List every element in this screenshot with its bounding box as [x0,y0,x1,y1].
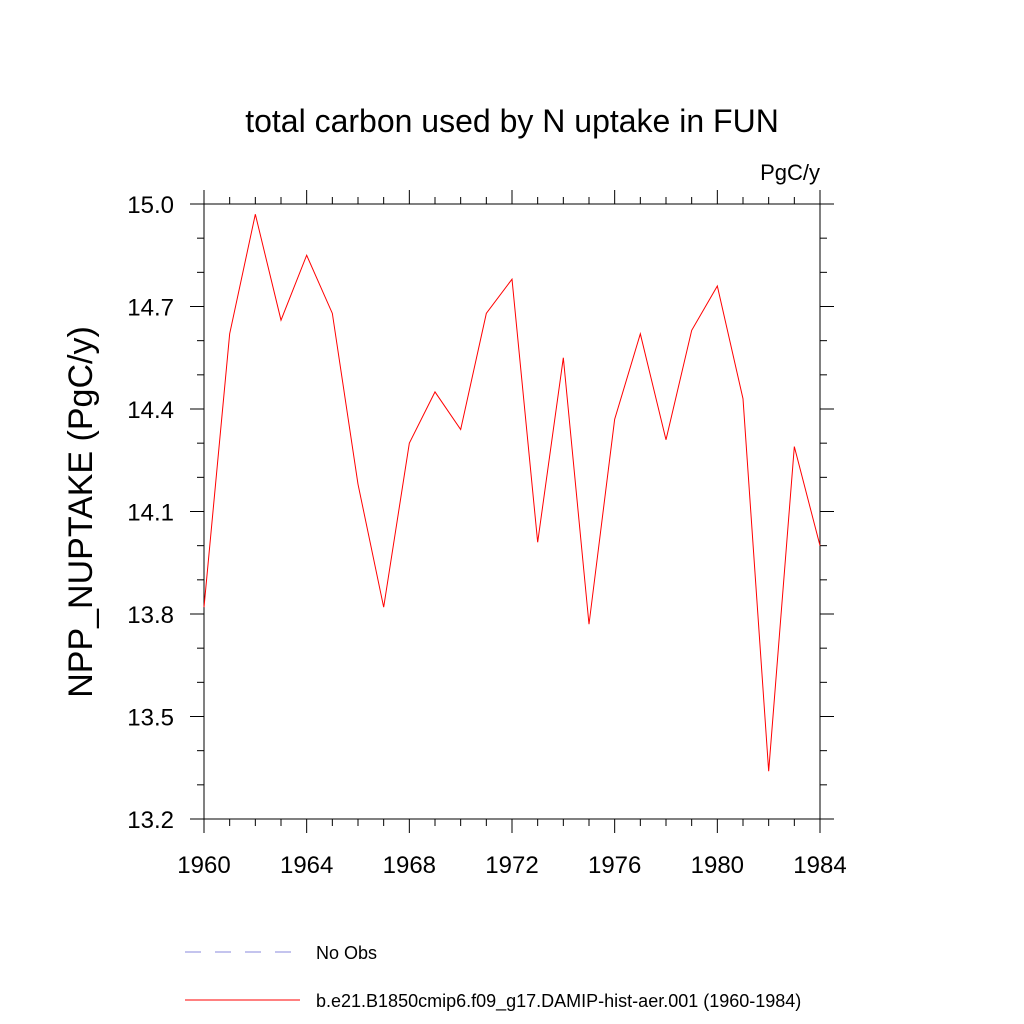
axis-tick-labels: 1960 1964 1968 1972 1976 1980 1984 13.2 13.5 13.8… [127,192,846,879]
legend: No Obs b.e21.B1850cmip6.f09_g17.DAMIP-hi… [185,943,801,1012]
y-tick-label: 14.7 [127,295,174,322]
y-tick-label: 15.0 [127,192,174,219]
y-tick-label: 14.1 [127,500,174,527]
y-tick-label: 14.4 [127,397,174,424]
x-tick-label: 1980 [691,852,744,879]
legend-label-model-run: b.e21.B1850cmip6.f09_g17.DAMIP-hist-aer.… [316,991,801,1012]
chart-title: total carbon used by N uptake in FUN [245,103,779,139]
series-layer [203,214,821,772]
series-line [203,214,821,772]
x-tick-label: 1976 [588,852,641,879]
x-tick-label: 1972 [485,852,538,879]
plot-frame [203,203,821,820]
x-tick-label: 1968 [383,852,436,879]
x-tick-label: 1984 [793,852,846,879]
x-tick-label: 1960 [177,852,230,879]
x-tick-label: 1964 [280,852,333,879]
y-tick-label: 13.8 [127,602,174,629]
y-tick-label: 13.2 [127,807,174,834]
legend-label-no-obs: No Obs [316,943,377,963]
axis-ticks [190,190,834,833]
y-axis-label: NPP_NUPTAKE (PgC/y) [62,326,100,698]
units-label: PgC/y [760,160,820,185]
y-tick-label: 13.5 [127,705,174,732]
